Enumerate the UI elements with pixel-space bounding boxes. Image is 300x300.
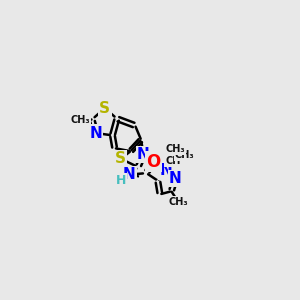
Text: CH₃: CH₃ xyxy=(168,197,188,207)
Text: N: N xyxy=(137,147,150,162)
Text: CH₃: CH₃ xyxy=(71,115,91,125)
Text: N: N xyxy=(123,167,135,182)
Text: S: S xyxy=(99,100,110,116)
Text: O: O xyxy=(146,153,160,171)
Text: N: N xyxy=(160,164,172,178)
Text: CH₃: CH₃ xyxy=(165,144,185,154)
Text: N: N xyxy=(89,126,102,141)
Text: N: N xyxy=(169,171,182,186)
Text: H: H xyxy=(116,174,126,187)
Text: CH: CH xyxy=(165,156,181,166)
Text: S: S xyxy=(115,151,126,166)
Text: CH₃: CH₃ xyxy=(174,150,194,160)
